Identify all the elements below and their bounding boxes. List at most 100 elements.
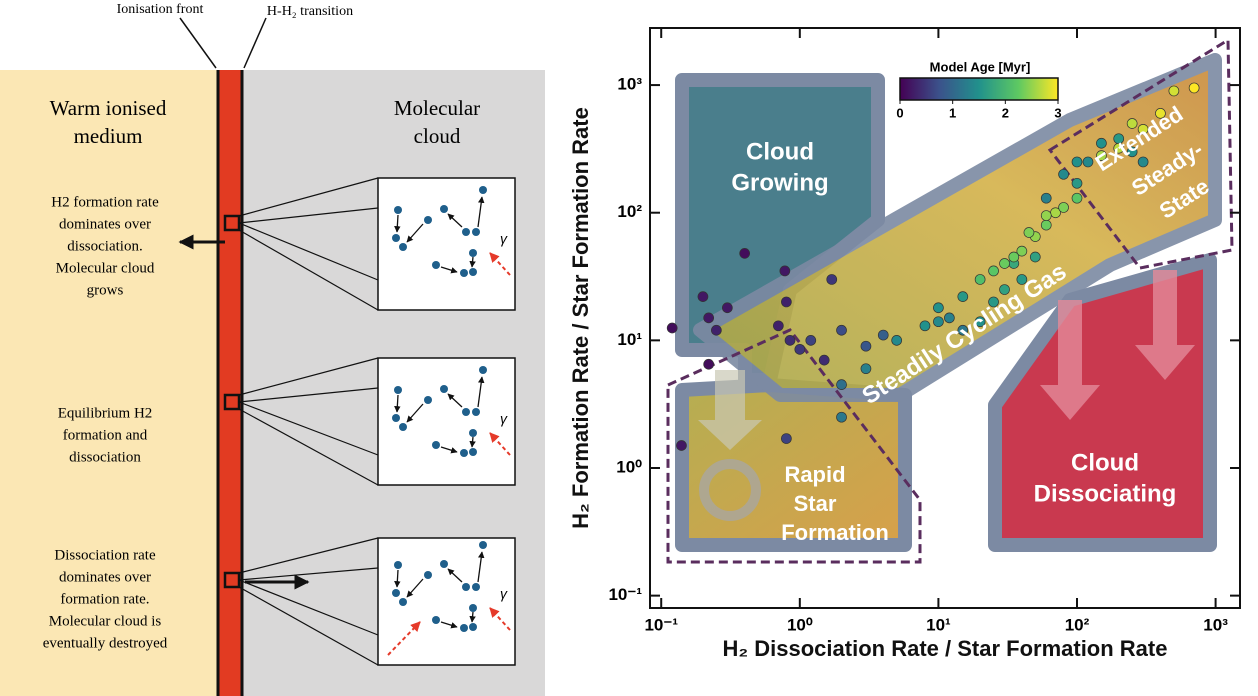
- point: [1082, 156, 1094, 168]
- description: grows: [87, 282, 124, 298]
- colorbar-tick-label: 1: [949, 105, 956, 120]
- description: Molecular cloud: [56, 260, 155, 276]
- point: [999, 258, 1010, 269]
- point: [957, 291, 969, 302]
- colorbar-tick-label: 3: [1054, 105, 1061, 120]
- point: [779, 265, 791, 277]
- colorbar: [899, 77, 1059, 101]
- annotation: Cloud: [1071, 449, 1139, 476]
- point: [1016, 274, 1028, 285]
- x-tick-label: 10³: [1203, 615, 1228, 634]
- point: [933, 316, 944, 328]
- point: [1137, 123, 1149, 135]
- point: [1096, 137, 1107, 149]
- colorbar-tick-label: 2: [1002, 105, 1009, 120]
- annotation: Formation: [781, 520, 889, 545]
- point: [919, 320, 931, 332]
- point: [999, 284, 1010, 295]
- annotation: Cloud: [746, 138, 814, 165]
- point: [703, 358, 715, 370]
- point: [1113, 142, 1125, 154]
- gamma: γ: [500, 231, 508, 247]
- region-title: medium: [74, 124, 143, 148]
- point: [836, 379, 847, 390]
- point: [826, 274, 838, 285]
- y-axis-label: H₂ Formation Rate / Star Formation Rate: [568, 107, 593, 529]
- description: formation and: [63, 427, 148, 443]
- point: [772, 320, 784, 332]
- point: [1155, 108, 1166, 119]
- point: [974, 274, 986, 285]
- point: [703, 312, 715, 324]
- point: [891, 335, 903, 346]
- y-tick-label: 10⁻¹: [608, 585, 642, 604]
- warm-region: [0, 70, 218, 696]
- annotation: Growing: [731, 169, 828, 196]
- x-tick-label: 10¹: [926, 615, 951, 634]
- y-tick-label: 10³: [617, 75, 642, 94]
- point: [739, 248, 751, 259]
- point: [988, 296, 999, 308]
- description: Molecular cloud is: [49, 613, 162, 629]
- chart: Cloud Growing Rapid Star Formation Cloud…: [568, 27, 1241, 661]
- point: [1126, 146, 1138, 158]
- region-title: Warm ionised: [50, 96, 167, 120]
- annotation: Star: [794, 491, 837, 516]
- point: [1040, 192, 1052, 204]
- x-axis-label: H₂ Dissociation Rate / Star Formation Ra…: [723, 636, 1168, 661]
- description: H2 formation rate: [51, 194, 159, 210]
- point: [805, 335, 817, 346]
- point: [1071, 177, 1083, 189]
- point: [1008, 251, 1020, 263]
- point: [933, 302, 944, 314]
- y-tick-label: 10⁰: [616, 457, 642, 476]
- description: dominates over: [59, 216, 151, 232]
- description: dominates over: [59, 569, 151, 585]
- colorbar-label: Model Age [Myr]: [930, 59, 1031, 74]
- x-tick-label: 10⁻¹: [644, 615, 678, 634]
- point: [1137, 156, 1149, 168]
- point: [1058, 202, 1069, 213]
- region-title: Molecular: [394, 96, 480, 120]
- point: [781, 433, 792, 444]
- point: [1040, 219, 1052, 231]
- point: [697, 291, 709, 302]
- annotation: Rapid: [784, 462, 845, 487]
- point: [784, 335, 796, 346]
- point: [836, 324, 847, 336]
- point: [1168, 85, 1180, 97]
- label: H-H₂ transition: [267, 4, 353, 19]
- point: [1071, 156, 1083, 168]
- colorbar-tick-label: 0: [896, 105, 903, 120]
- point: [1016, 245, 1028, 257]
- point: [877, 329, 889, 341]
- point: [1188, 82, 1200, 94]
- point: [1029, 251, 1041, 263]
- point: [676, 440, 687, 451]
- y-tick-label: 10²: [617, 202, 642, 221]
- description: Equilibrium H2: [58, 405, 153, 421]
- point: [1126, 118, 1138, 129]
- region-title: cloud: [414, 124, 461, 148]
- description: eventually destroyed: [43, 635, 168, 651]
- point: [781, 296, 792, 308]
- point: [974, 316, 986, 328]
- y-tick-label: 10¹: [617, 330, 642, 349]
- point: [988, 265, 999, 277]
- description: formation rate.: [60, 591, 149, 607]
- annotation: Dissociating: [1034, 480, 1177, 507]
- point: [1040, 210, 1052, 221]
- point: [836, 411, 847, 423]
- point: [957, 324, 969, 336]
- point: [1023, 227, 1035, 238]
- x-tick-label: 10⁰: [787, 615, 813, 634]
- front-strip: [218, 70, 242, 696]
- x-tick-label: 10²: [1065, 615, 1090, 634]
- gamma: γ: [500, 586, 508, 602]
- description: dissociation: [69, 449, 141, 465]
- description: Dissociation rate: [54, 547, 156, 563]
- point: [860, 340, 872, 352]
- point: [1071, 192, 1083, 204]
- point: [818, 354, 830, 366]
